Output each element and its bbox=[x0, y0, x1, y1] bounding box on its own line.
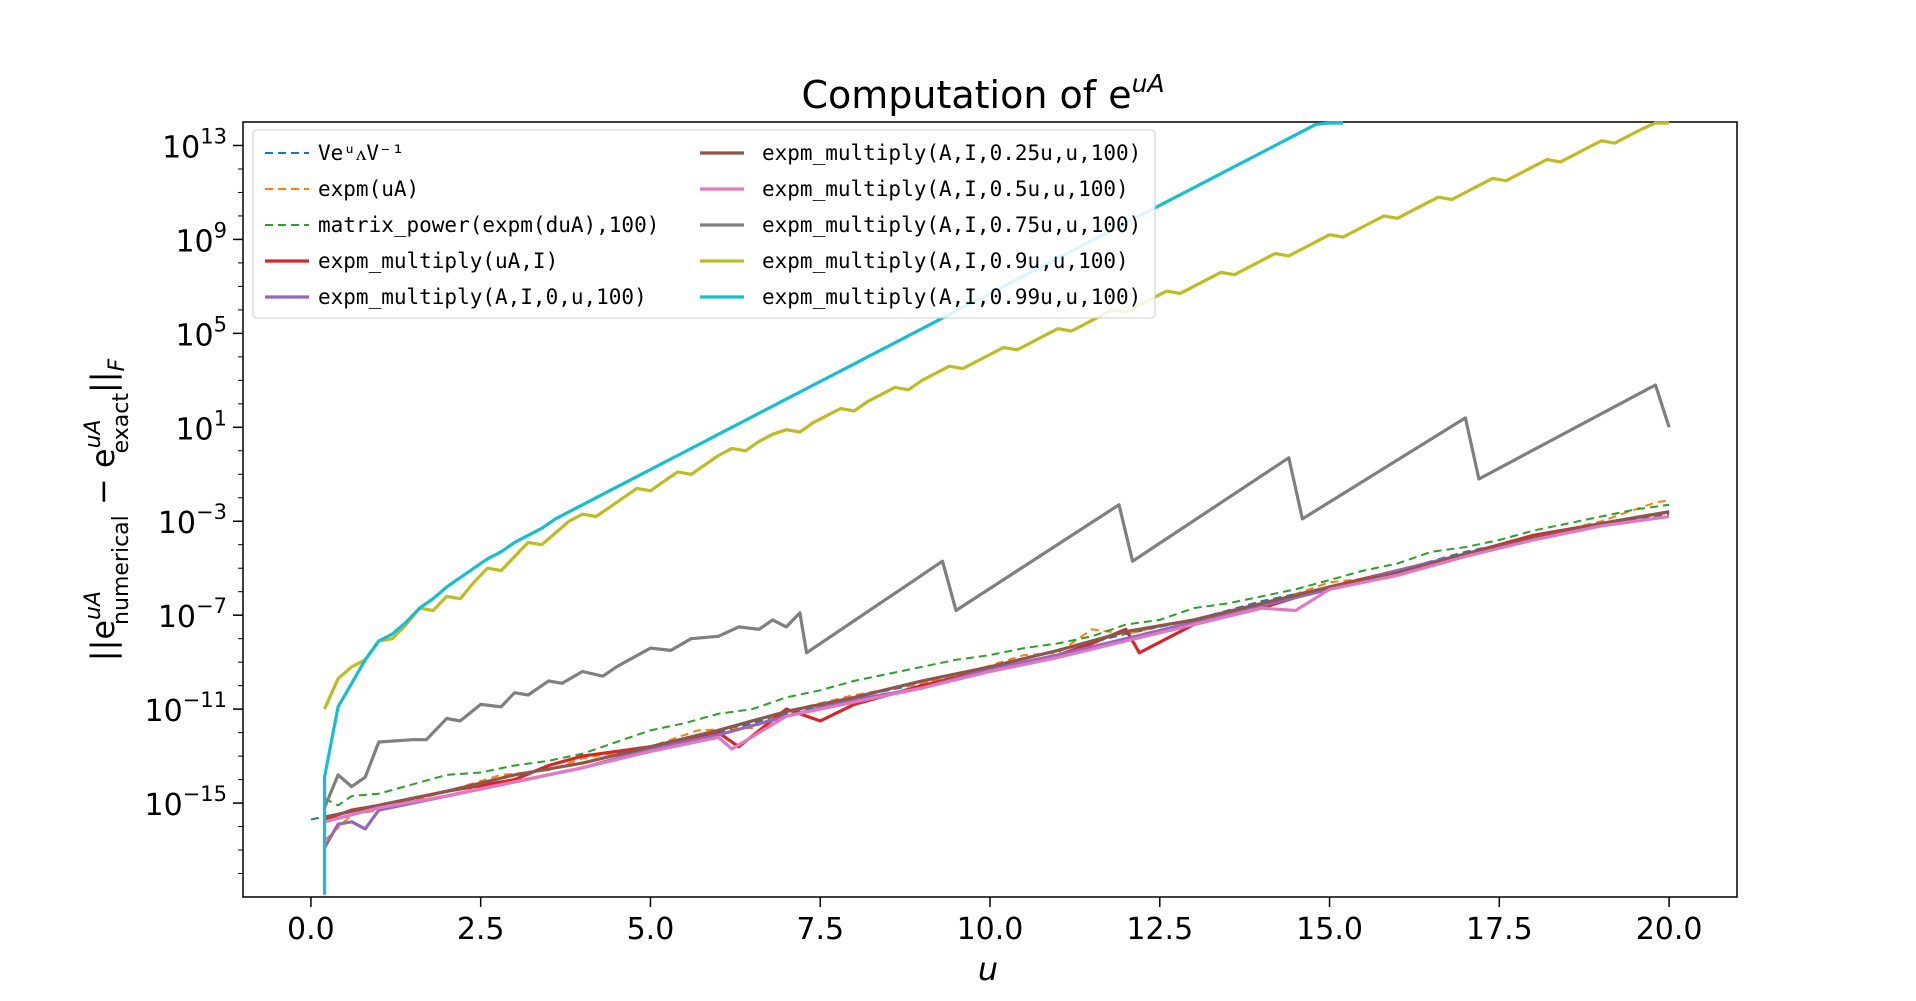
x-tick-label: 17.5 bbox=[1466, 912, 1533, 947]
series-layer bbox=[310, 121, 1671, 895]
x-tick-label: 2.5 bbox=[457, 912, 505, 947]
legend-entry: expm_multiply(A,I,0.25u,u,100) bbox=[700, 141, 1141, 165]
x-tick-label: 20.0 bbox=[1636, 912, 1703, 947]
y-axis-label: ||euA numerical − euA exact||F bbox=[81, 358, 134, 661]
x-tick-label: 5.0 bbox=[627, 912, 675, 947]
series-line-9 bbox=[323, 121, 1670, 710]
chart-title: Computation of euA bbox=[801, 69, 1164, 117]
y-tick-label: 1013 bbox=[162, 124, 227, 165]
legend-label: VeᵘᴧV⁻¹ bbox=[318, 141, 404, 165]
x-tick-label: 15.0 bbox=[1296, 912, 1363, 947]
y-tick-label: 10−7 bbox=[158, 594, 227, 635]
series-line-5 bbox=[323, 510, 1670, 849]
y-tick-label: 10−15 bbox=[144, 782, 227, 823]
y-tick-label: 10−11 bbox=[144, 688, 227, 729]
chart-legend: VeᵘᴧV⁻¹ expm(uA) matrix_power(expm(duA),10… bbox=[252, 129, 1156, 319]
legend-label: expm_multiply(A,I,0.25u,u,100) bbox=[762, 141, 1141, 165]
legend-label: expm_multiply(A,I,0.5u,u,100) bbox=[762, 177, 1129, 201]
series-line-10 bbox=[322, 121, 1344, 895]
series-line-7 bbox=[324, 514, 1670, 824]
legend-entry: expm_multiply(A,I,0.75u,u,100) bbox=[700, 213, 1141, 237]
y-tick-label: 109 bbox=[175, 218, 227, 259]
series-line-8 bbox=[323, 383, 1671, 809]
legend-label: expm_multiply(A,I,0.99u,u,100) bbox=[762, 285, 1141, 309]
x-axis-label: u bbox=[978, 950, 998, 988]
series-line-6 bbox=[324, 510, 1670, 819]
x-tick-label: 0.0 bbox=[287, 912, 335, 947]
y-tick-label: 10−3 bbox=[158, 500, 227, 541]
legend-entry: expm_multiply(A,I,0.9u,u,100) bbox=[700, 249, 1129, 273]
y-tick-label: 105 bbox=[175, 312, 227, 353]
series-line-3 bbox=[324, 503, 1670, 807]
legend-entry: expm_multiply(uA,I) bbox=[265, 249, 558, 273]
legend-label: expm_multiply(A,I,0,u,100) bbox=[318, 285, 647, 309]
x-tick-label: 12.5 bbox=[1126, 912, 1193, 947]
legend-label: expm_multiply(A,I,0.75u,u,100) bbox=[762, 213, 1141, 237]
legend-entry: expm_multiply(A,I,0.99u,u,100) bbox=[700, 285, 1141, 309]
legend-label: expm_multiply(uA,I) bbox=[318, 249, 558, 273]
legend-label: expm(uA) bbox=[318, 177, 419, 201]
x-tick-label: 10.0 bbox=[957, 912, 1024, 947]
legend-entry: expm_multiply(A,I,0.5u,u,100) bbox=[700, 177, 1129, 201]
legend-entry: expm_multiply(A,I,0,u,100) bbox=[265, 285, 647, 309]
legend-entry: expm(uA) bbox=[265, 177, 419, 201]
y-axis-ticks: 1013 109 105 101 10−3 10−7 10−11 10−15 bbox=[144, 124, 243, 875]
legend-entry: matrix_power(expm(duA),100) bbox=[265, 213, 659, 237]
y-tick-label: 101 bbox=[175, 406, 227, 447]
legend-label: matrix_power(expm(duA),100) bbox=[318, 213, 659, 237]
x-tick-label: 7.5 bbox=[796, 912, 844, 947]
legend-label: expm_multiply(A,I,0.9u,u,100) bbox=[762, 249, 1129, 273]
legend-entry: VeᵘᴧV⁻¹ bbox=[265, 141, 404, 165]
x-axis-ticks: 0.0 2.5 5.0 7.5 10.0 12.5 15.0 17.5 20.0 bbox=[287, 897, 1702, 947]
